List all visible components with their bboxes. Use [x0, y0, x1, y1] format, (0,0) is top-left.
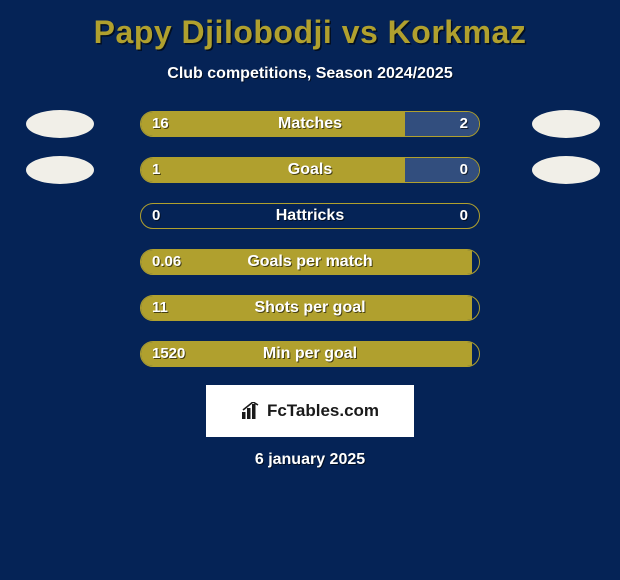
stat-row: Matches162 — [0, 111, 620, 137]
stat-rows: Matches162Goals10Hattricks00Goals per ma… — [0, 111, 620, 367]
medal-icon — [532, 110, 600, 138]
stat-row: Goals per match0.06 — [0, 249, 620, 275]
medal-icon — [26, 110, 94, 138]
date-text: 6 january 2025 — [0, 451, 620, 469]
stat-row: Goals10 — [0, 157, 620, 183]
stat-value-right: 0 — [460, 203, 468, 229]
brand-badge: FcTables.com — [206, 385, 414, 437]
brand-text: FcTables.com — [267, 401, 379, 421]
stat-bar — [140, 341, 480, 367]
stat-row: Shots per goal11 — [0, 295, 620, 321]
stat-value-left: 11 — [152, 295, 168, 321]
stat-value-left: 1 — [152, 157, 160, 183]
bar-left-segment — [141, 158, 405, 182]
stat-bar — [140, 295, 480, 321]
bar-left-segment — [141, 250, 472, 274]
stat-bar — [140, 157, 480, 183]
subtitle: Club competitions, Season 2024/2025 — [0, 65, 620, 83]
page-title: Papy Djilobodji vs Korkmaz — [0, 0, 620, 51]
stat-row: Hattricks00 — [0, 203, 620, 229]
comparison-infographic: Papy Djilobodji vs Korkmaz Club competit… — [0, 0, 620, 580]
stat-bar — [140, 203, 480, 229]
chart-icon — [241, 402, 261, 420]
stat-bar — [140, 249, 480, 275]
stat-value-right: 0 — [460, 157, 468, 183]
bar-left-segment — [141, 112, 405, 136]
medal-icon — [532, 156, 600, 184]
stat-value-left: 1520 — [152, 341, 185, 367]
stat-bar — [140, 111, 480, 137]
stat-value-right: 2 — [460, 111, 468, 137]
stat-value-left: 0 — [152, 203, 160, 229]
medal-icon — [26, 156, 94, 184]
stat-value-left: 0.06 — [152, 249, 181, 275]
bar-left-segment — [141, 296, 472, 320]
stat-value-left: 16 — [152, 111, 169, 137]
stat-row: Min per goal1520 — [0, 341, 620, 367]
bar-left-segment — [141, 342, 472, 366]
